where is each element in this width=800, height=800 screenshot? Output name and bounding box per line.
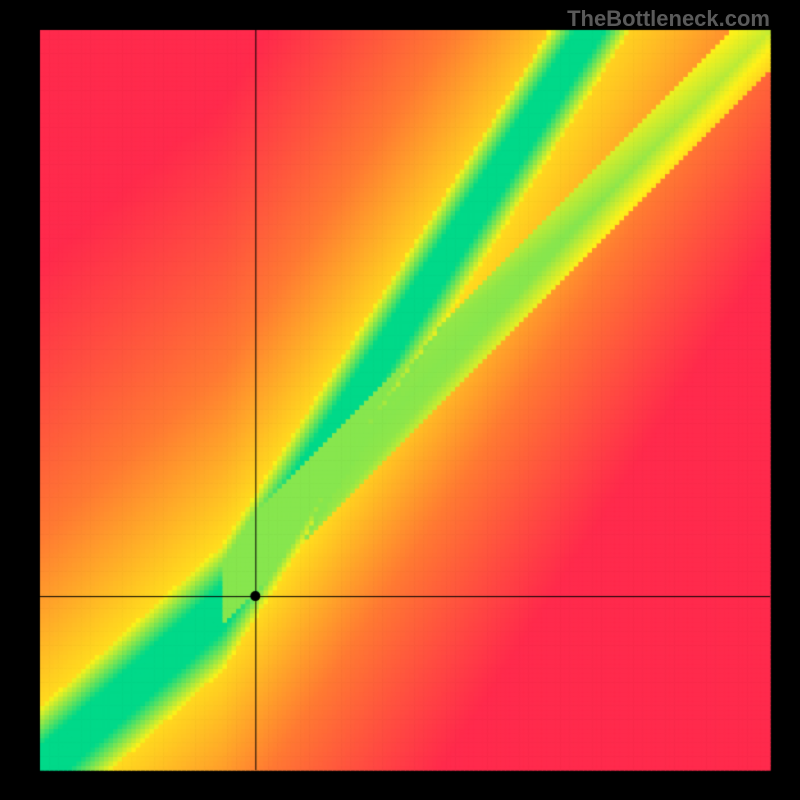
watermark-text: TheBottleneck.com xyxy=(567,6,770,32)
bottleneck-heatmap xyxy=(0,0,800,800)
